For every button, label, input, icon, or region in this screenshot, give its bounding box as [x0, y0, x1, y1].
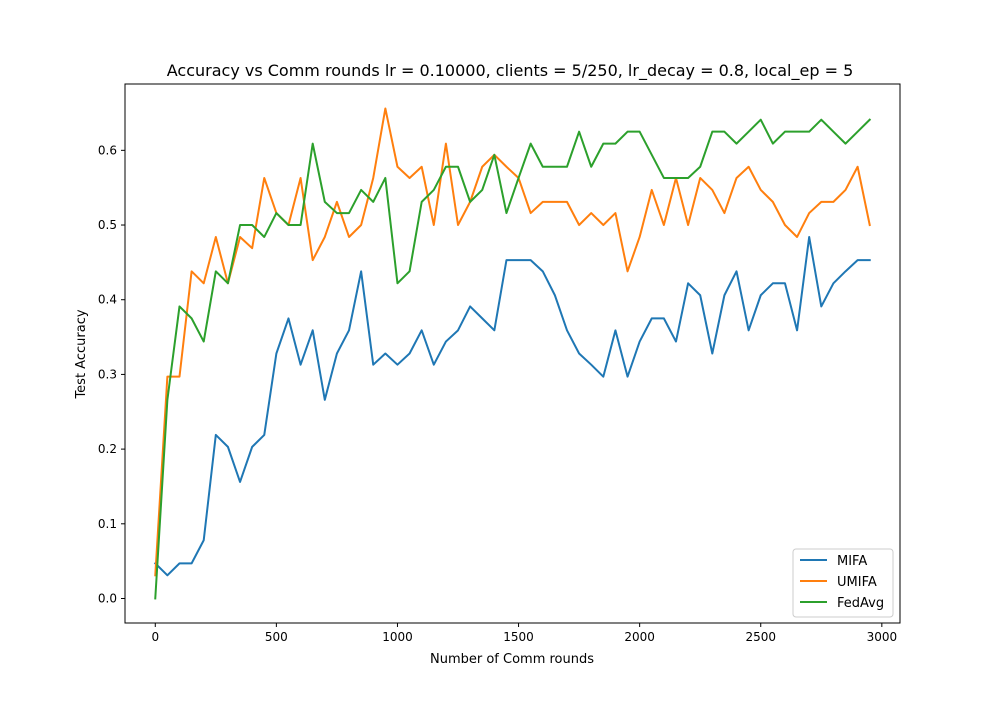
y-tick-label: 0.4	[98, 293, 117, 307]
x-axis: 0 500 1000 1500 2000 2500 3000	[151, 623, 897, 644]
x-axis-label: Number of Comm rounds	[430, 652, 594, 667]
series-line-mifa	[153, 235, 871, 577]
legend-label-umifa: UMIFA	[837, 575, 877, 590]
y-tick-label: 0.3	[98, 367, 117, 381]
y-tick-label: 0.0	[98, 592, 117, 606]
series-layer	[153, 107, 872, 600]
y-tick-label: 0.2	[98, 442, 117, 456]
series-line-umifa	[154, 107, 871, 577]
legend-label-fedavg: FedAvg	[837, 596, 884, 611]
x-tick-label: 2000	[624, 630, 655, 644]
y-tick-label: 0.1	[98, 517, 117, 531]
y-tick-label: 0.5	[98, 218, 117, 232]
x-tick-label: 2500	[745, 630, 776, 644]
x-tick-label: 0	[151, 630, 159, 644]
series-line-fedavg	[154, 118, 872, 600]
chart-title: Accuracy vs Comm rounds lr = 0.10000, cl…	[167, 61, 854, 81]
legend: MIFA UMIFA FedAvg	[792, 548, 894, 618]
legend-label-mifa: MIFA	[837, 554, 867, 569]
x-tick-label: 500	[265, 630, 288, 644]
legend-box	[792, 548, 894, 618]
y-axis: 0.0 0.1 0.2 0.3 0.4 0.5 0.6	[98, 143, 125, 606]
x-tick-label: 1000	[382, 630, 413, 644]
plot-frame	[124, 83, 901, 624]
y-tick-label: 0.6	[98, 143, 117, 157]
x-tick-label: 3000	[867, 630, 898, 644]
x-tick-label: 1500	[503, 630, 534, 644]
y-axis-label: Test Accuracy	[74, 309, 89, 399]
